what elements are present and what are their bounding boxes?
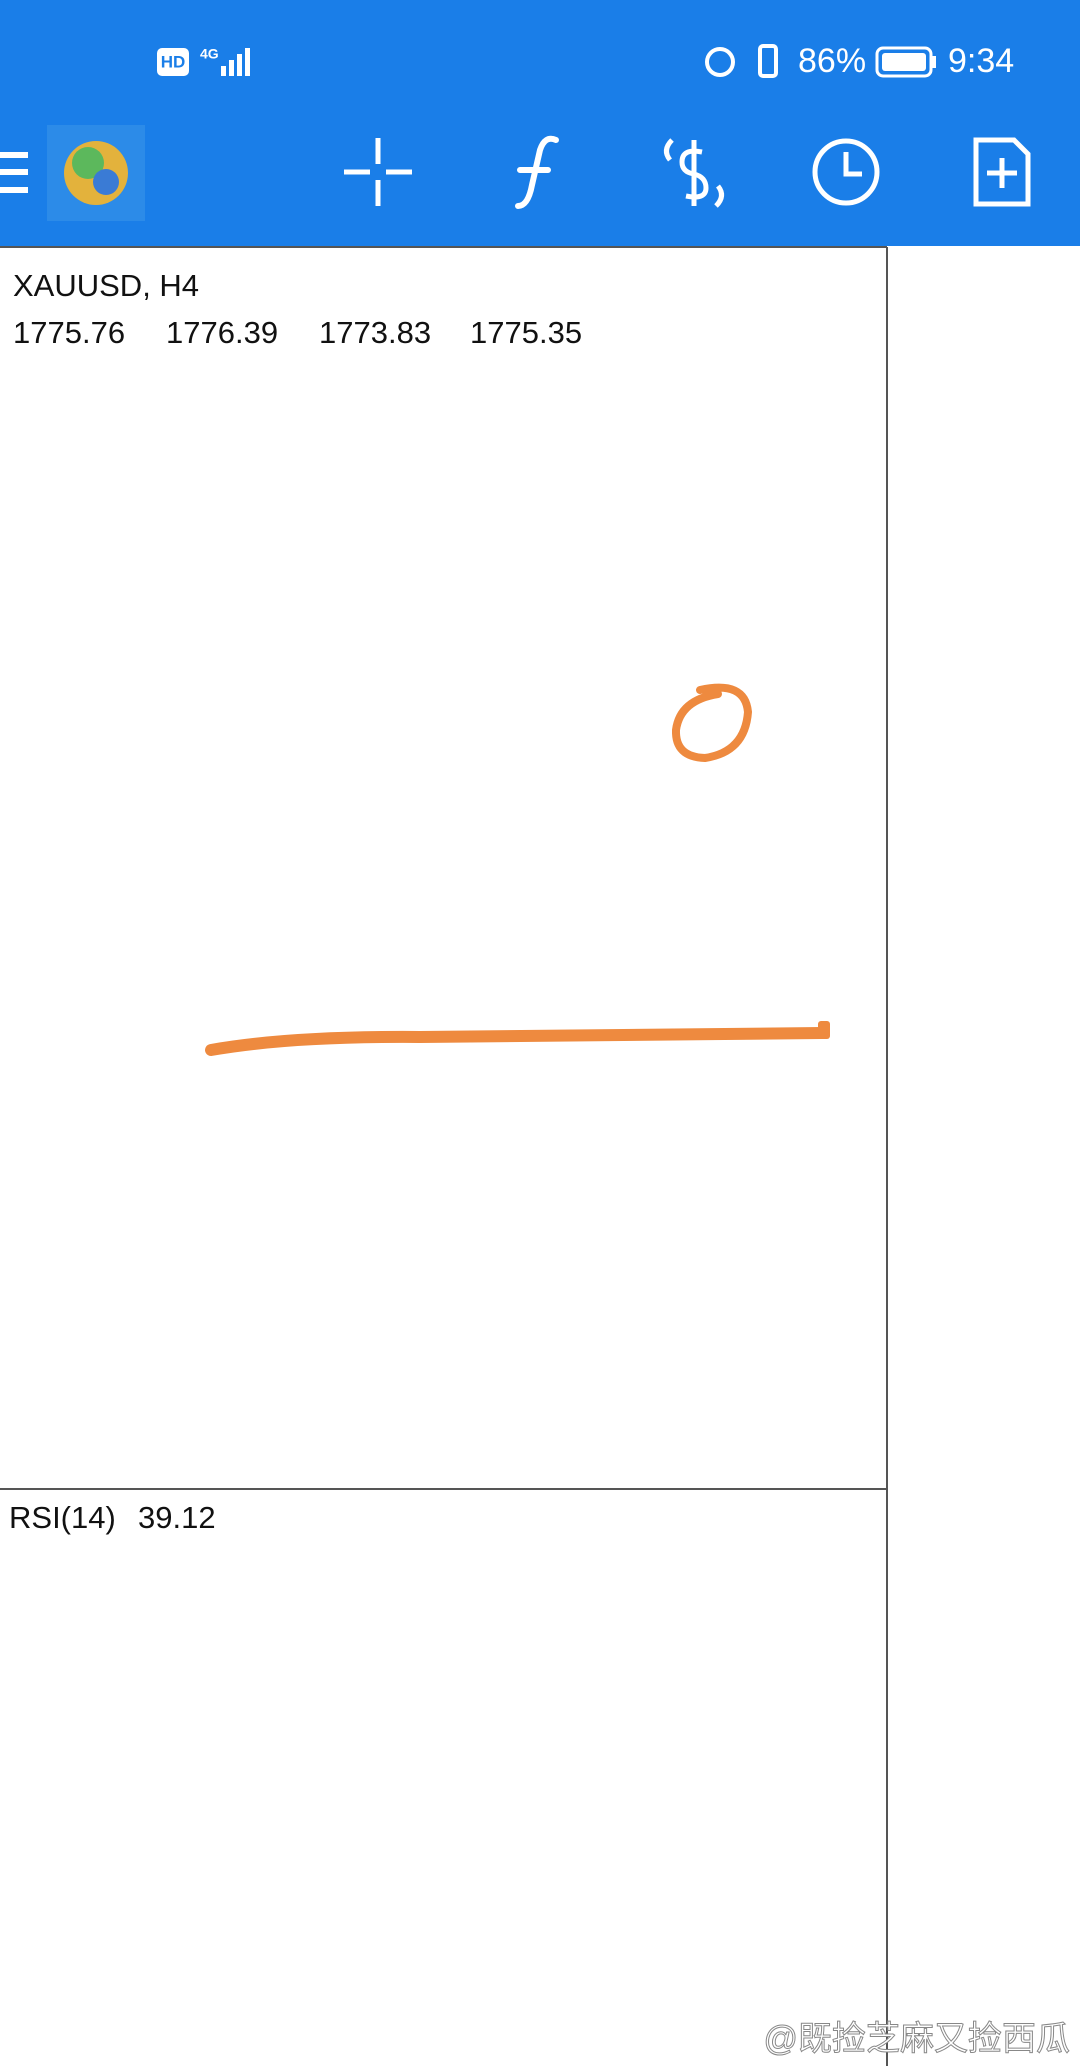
signal-type: 4G [200, 46, 219, 62]
rsi-value: 39.12 [138, 1500, 216, 1535]
chart-background [0, 246, 1080, 2066]
history-button[interactable] [812, 138, 880, 206]
rsi-title: RSI(14) [9, 1500, 116, 1535]
ohlc-low: 1773.83 [319, 315, 431, 350]
battery-icon [875, 46, 933, 78]
status-bar: HD 4G 86% 9:34 [157, 42, 1014, 80]
indicators-button[interactable] [515, 135, 559, 209]
symbol-title: XAUUSD, H4 [13, 268, 199, 303]
battery-percent: 86% [798, 42, 866, 80]
user-drawings [205, 683, 830, 1056]
trade-button[interactable] [664, 138, 724, 208]
signal-icon [221, 48, 250, 76]
frame [0, 246, 888, 2066]
vibrate-icon [758, 44, 778, 78]
hd-badge [157, 48, 189, 76]
watermark: @既捡芝麻又捡西瓜 [763, 2020, 1070, 2058]
crosshair-button[interactable] [344, 138, 412, 206]
ohlc-close: 1775.35 [470, 315, 582, 350]
drawn-line-end [818, 1021, 830, 1039]
drawn-support-line [205, 1027, 828, 1056]
ohlc-open: 1775.76 [13, 315, 125, 350]
clock: 9:34 [948, 42, 1014, 80]
battery-tip [932, 56, 936, 68]
toolbar [0, 125, 1031, 221]
battery-level [882, 53, 926, 71]
menu-button[interactable] [0, 152, 28, 193]
new-order-button[interactable] [973, 137, 1031, 207]
app-bar [0, 0, 1080, 246]
alarm-icon [705, 47, 735, 77]
ohlc-high: 1776.39 [166, 315, 278, 350]
hd-text: HD [161, 52, 186, 71]
app-logo[interactable] [47, 125, 145, 221]
drawn-circle [672, 683, 753, 763]
